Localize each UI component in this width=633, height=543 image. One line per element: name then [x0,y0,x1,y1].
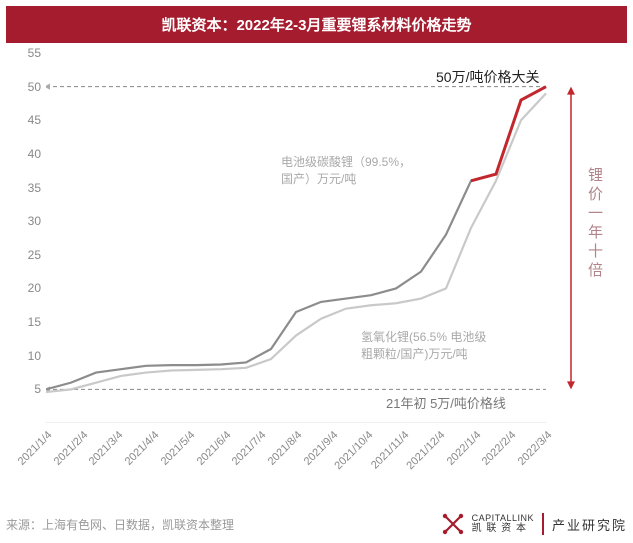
y-tick-label: 30 [28,214,41,228]
annotation-tenfold: 锂价一年十倍 [584,167,605,281]
series1-label: 电池级碳酸锂（99.5%，国产）万元/吨 [281,154,411,188]
brand-logo: CAPITALLINK 凯 联 资 本 [440,511,534,537]
y-tick-label: 25 [28,248,41,262]
brand-block: CAPITALLINK 凯 联 资 本 产业研究院 [440,511,627,537]
brand-name-cn: 凯 联 资 本 [472,523,534,534]
chart-card: 凯联资本：2022年2-3月重要锂系材料价格走势 5 10 15 20 25 30 35 40… [0,6,633,543]
x-tick-label: 2021/5/4 [159,429,198,468]
y-tick-label: 20 [28,281,41,295]
brand-text: CAPITALLINK 凯 联 资 本 [472,514,534,535]
x-tick-label: 2021/2/4 [51,429,90,468]
x-tick-label: 2021/8/4 [266,429,305,468]
source-text: 来源：上海有色网、日数据，凯联资本整理 [6,516,234,533]
y-tick-label: 45 [28,113,41,127]
y-tick-label: 40 [28,147,41,161]
x-tick-label: 2021/12/4 [404,429,447,472]
x-tick-label: 2022/2/4 [480,429,519,468]
chart-area: 510152025303540455055 2021/1/42021/2/420… [6,43,627,483]
line-chart-svg [46,53,606,423]
series2-label: 氢氧化锂(56.5% 电池级粗颗粒/国产)万元/吨 [361,329,486,363]
brand-mark-icon [440,511,466,537]
x-tick-label: 2021/6/4 [194,429,233,468]
chart-title: 凯联资本：2022年2-3月重要锂系材料价格走势 [6,6,627,43]
footer: 来源：上海有色网、日数据，凯联资本整理 C [6,511,627,537]
brand-separator [542,513,544,535]
annotation-baseline: 21年初 5万/吨价格线 [386,393,506,412]
brand-name-en: CAPITALLINK [472,514,534,524]
y-tick-label: 15 [28,315,41,329]
x-tick-label: 2022/3/4 [516,429,555,468]
y-tick-label: 10 [28,349,41,363]
x-tick-label: 2021/3/4 [87,429,126,468]
x-tick-label: 2021/1/4 [16,429,55,468]
brand-department: 产业研究院 [552,515,627,534]
x-tick-label: 2021/4/4 [123,429,162,468]
annotation-50-threshold: 50万/吨价格大关 [436,67,539,87]
y-tick-label: 50 [28,80,41,94]
y-tick-label: 5 [34,382,41,396]
y-tick-label: 55 [28,46,41,60]
x-tick-label: 2022/1/4 [444,429,483,468]
y-tick-label: 35 [28,181,41,195]
x-tick-label: 2021/7/4 [230,429,269,468]
